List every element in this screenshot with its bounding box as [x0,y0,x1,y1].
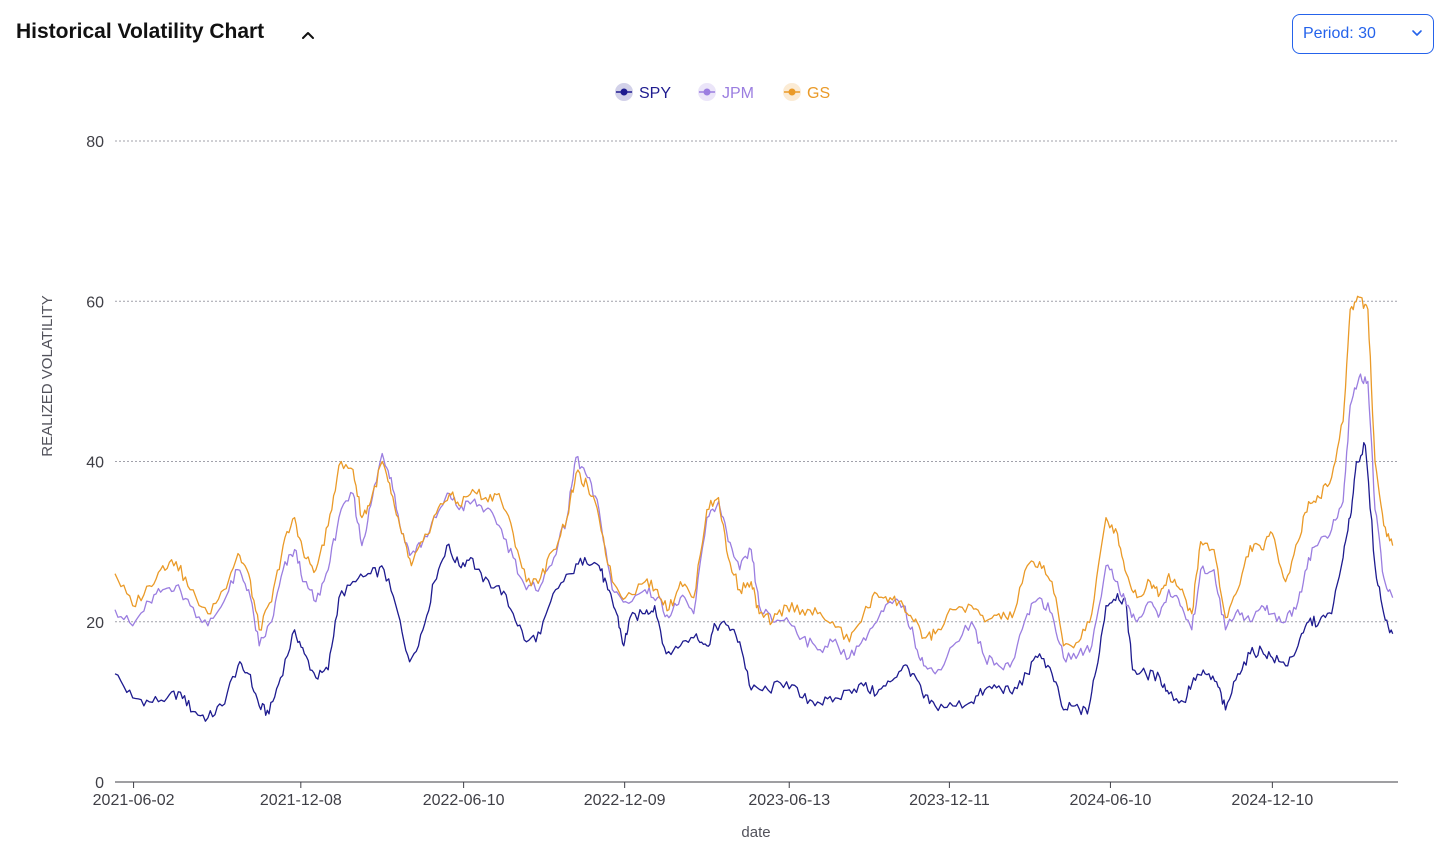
series-line-gs [114,295,1394,649]
period-select[interactable]: Period: 30 [1292,14,1434,54]
y-axis-title: REALIZED VOLATILITY [39,295,56,456]
y-tick-label: 60 [86,294,104,311]
series-line-spy [114,442,1394,722]
page-title: Historical Volatility Chart [16,20,265,43]
legend-item-gs[interactable]: GS [783,83,830,102]
period-select-label: Period: 30 [1303,25,1376,42]
x-axis: 2021-06-02 2021-12-08 2022-06-10 2022-12-09… [93,781,1398,809]
legend-marker-dot [788,88,796,96]
series-line-jpm [114,373,1394,675]
legend-marker-dot [703,88,711,96]
x-tick-label: 2021-06-02 [93,792,175,809]
x-tick-label: 2023-12-11 [909,792,990,809]
legend-item-spy[interactable]: SPY [615,83,671,102]
y-axis: 0 20 40 60 80 [86,134,104,792]
grid-lines [115,140,1398,623]
collapse-button[interactable] [296,24,320,46]
x-tick-label: 2024-06-10 [1070,792,1152,809]
chevron-down-icon [1412,30,1422,36]
legend-label: GS [807,85,830,102]
legend-marker-dot [620,88,628,96]
legend-item-jpm[interactable]: JPM [698,83,754,102]
y-tick-label: 80 [86,134,104,151]
chevron-up-icon [302,32,314,39]
x-tick-label: 2023-06-13 [748,792,830,809]
x-tick-label: 2022-12-09 [584,792,666,809]
chart-area: SPY JPM GS 0 20 40 60 80 2021-06-02 2021-12-08 2… [0,70,1456,855]
legend-label: SPY [639,85,671,102]
y-tick-label: 20 [86,615,104,632]
series-lines [114,295,1394,722]
x-tick-label: 2021-12-08 [260,792,342,809]
y-tick-label: 0 [95,775,104,792]
x-tick-label: 2024-12-10 [1231,792,1313,809]
y-tick-label: 40 [86,455,104,472]
legend: SPY JPM GS [615,83,830,102]
chart-header: Historical Volatility Chart Period: 30 [0,0,1456,70]
x-tick-label: 2022-06-10 [423,792,505,809]
legend-label: JPM [722,85,754,102]
x-axis-title: date [741,824,770,841]
